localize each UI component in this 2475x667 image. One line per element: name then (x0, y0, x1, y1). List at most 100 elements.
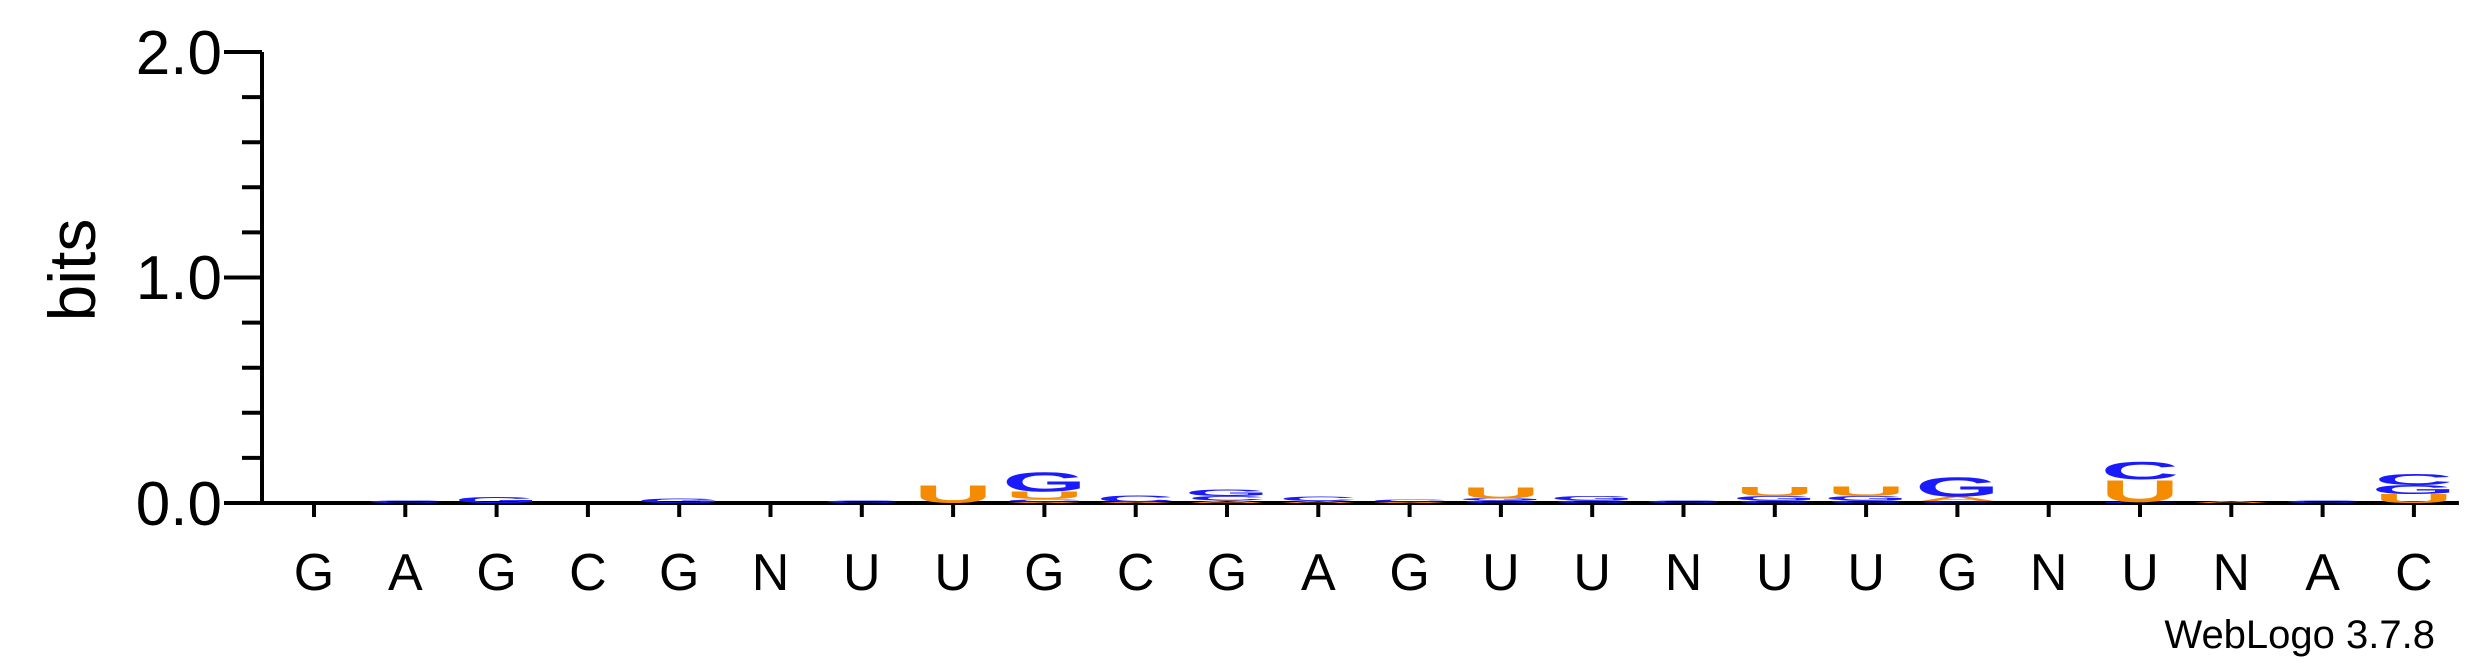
svg-text:A: A (1005, 502, 1083, 504)
svg-text:C: C (1188, 495, 1266, 502)
position-label: G (294, 544, 334, 602)
logo-letter: G (1002, 466, 1086, 498)
logo-letter: A (1005, 502, 1083, 504)
svg-text:U: U (1736, 485, 1814, 499)
svg-text:G: G (1459, 498, 1543, 501)
axes (224, 50, 2459, 517)
svg-text:G: G (454, 496, 538, 505)
svg-text:U: U (1827, 483, 1905, 499)
logo-letter: C (1827, 500, 1905, 504)
position-label: U (934, 544, 972, 602)
logo-letter: C (823, 500, 901, 504)
svg-text:A: A (2192, 501, 2270, 504)
svg-text:U: U (1462, 485, 1540, 502)
position-label: N (2213, 544, 2251, 602)
svg-text:G: G (1915, 471, 1999, 503)
logo-letter: G (1550, 495, 1634, 502)
logo-letter: C (1279, 496, 1357, 503)
logo-letter: C (2101, 457, 2179, 485)
logo-letter: C (1370, 499, 1448, 503)
svg-text:U: U (1005, 489, 1083, 501)
y-tick-label-0: 0.0 (136, 470, 222, 539)
logo-letter: A (1370, 502, 1448, 504)
position-label: G (1937, 544, 1977, 602)
svg-text:U: U (2375, 492, 2453, 506)
position-label: G (1207, 544, 1247, 602)
svg-text:A: A (1918, 496, 1996, 503)
position-label: G (659, 544, 699, 602)
svg-text:C: C (2101, 457, 2179, 485)
logo-letter: C (1462, 500, 1540, 503)
y-tick-label-1: 1.0 (136, 244, 222, 313)
svg-text:C: C (1462, 500, 1540, 503)
svg-text:U: U (2101, 474, 2179, 509)
position-label: A (1301, 544, 1336, 602)
svg-text:G: G (1550, 495, 1634, 502)
position-label: U (1573, 544, 1611, 602)
logo-letter: A (1097, 502, 1175, 504)
position-label: G (476, 544, 516, 602)
logo-letter: G (1185, 487, 1269, 498)
svg-text:G: G (2372, 483, 2456, 497)
svg-text:A: A (1097, 502, 1175, 504)
position-label: N (752, 544, 790, 602)
svg-text:C: C (2101, 502, 2179, 504)
svg-text:A: A (1279, 501, 1357, 504)
svg-text:C: C (1827, 500, 1905, 504)
logo-letter: U (1005, 489, 1083, 501)
svg-text:C: C (1918, 501, 1996, 504)
svg-text:G: G (637, 497, 721, 504)
svg-text:G: G (1824, 495, 1908, 502)
svg-text:G: G (1002, 466, 1086, 498)
logo-letter: C (1097, 493, 1175, 504)
svg-text:C: C (2375, 471, 2453, 488)
position-label: U (2121, 544, 2159, 602)
position-label: U (843, 544, 881, 602)
position-label: N (1665, 544, 1703, 602)
position-label: G (1389, 544, 1429, 602)
position-label: A (2305, 544, 2340, 602)
svg-text:C: C (1553, 500, 1631, 503)
y-tick-label-2: 2.0 (136, 19, 222, 88)
logo-letter: G (1824, 495, 1908, 502)
position-label: A (388, 544, 423, 602)
position-label: C (2395, 544, 2433, 602)
svg-text:C: C (1005, 499, 1083, 503)
logo-letter: A (2192, 501, 2270, 504)
svg-text:C: C (1279, 496, 1357, 503)
logo-letter: C (2283, 500, 2361, 503)
logo-letter: C (1188, 495, 1266, 502)
logo-letter: U (1736, 485, 1814, 499)
logo-letter: A (1188, 500, 1266, 504)
svg-text:C: C (2283, 500, 2361, 503)
logo-letter: G (454, 496, 538, 505)
position-label: G (1024, 544, 1064, 602)
position-label: C (569, 544, 607, 602)
logo-letter: G (1459, 498, 1543, 501)
weblogo-credit: WebLogo 3.7.8 (2164, 613, 2435, 657)
y-axis-label: bits (35, 219, 109, 322)
svg-text:A: A (1370, 502, 1448, 504)
logo-letter: U (914, 480, 992, 508)
logo-letter: C (1005, 499, 1083, 503)
logo-letter: C (1644, 500, 1722, 503)
svg-text:U: U (914, 480, 992, 508)
logo-letter: C (1918, 501, 1996, 504)
svg-text:C: C (366, 500, 444, 503)
logo-letter: A (1279, 501, 1357, 504)
logo-letter: G (1733, 495, 1817, 502)
svg-text:C: C (1644, 500, 1722, 503)
position-label: C (1117, 544, 1155, 602)
position-label: U (1847, 544, 1885, 602)
position-label: U (1482, 544, 1520, 602)
logo-letter: C (1553, 500, 1631, 503)
svg-text:C: C (823, 500, 901, 504)
logo-letter: C (2375, 471, 2453, 488)
logo-letter: U (2101, 474, 2179, 509)
logo-letter: G (1915, 471, 1999, 503)
logo-letter: C (2101, 502, 2179, 504)
logo-letter: C (1736, 500, 1814, 504)
